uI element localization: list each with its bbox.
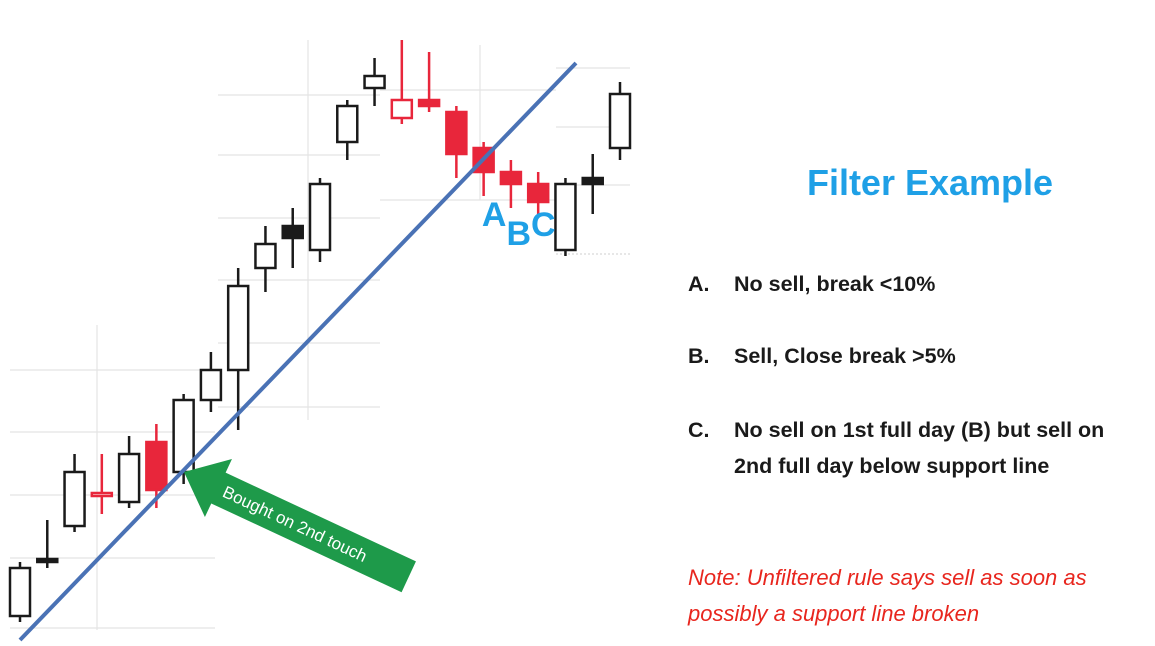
candle [90,454,114,514]
candle-body [554,182,577,252]
candle-body [363,74,386,90]
rule-letter: C. [688,418,710,442]
arrow-shape [184,459,416,593]
candle [117,436,141,508]
candle-body [36,557,59,564]
rule-letter: B. [688,344,710,368]
support-line-layer [18,61,578,642]
candle [554,178,577,256]
candle-body [526,182,550,204]
rule-text: No sell on 1st full day (B) but sell on … [734,418,1105,478]
candle [281,208,304,268]
candle-body [8,566,32,618]
candle-body [281,224,304,240]
annotation-arrow-layer: Bought on 2nd touch [184,459,416,593]
note-text: Note: Unfiltered rule says sell as soon … [688,565,1087,626]
candle-body [308,182,332,252]
candle [226,268,250,430]
candle-body [226,284,250,372]
annotation-arrow: Bought on 2nd touch [184,459,416,593]
candle-body [145,440,168,492]
candle [363,58,386,106]
candle [199,352,223,412]
candle [608,82,632,160]
candle [254,226,277,292]
candle-body [445,110,468,156]
candle-body [63,470,86,528]
candle-body [581,176,604,186]
candle [390,40,414,124]
candle [499,160,523,208]
candles-layer [8,40,632,622]
candle [63,454,86,532]
rule-text: Sell, Close break >5% [734,344,956,368]
candle [36,520,59,568]
point-label-c: C [531,206,556,244]
candle-body [336,104,359,144]
candle-body [417,98,441,108]
candle-body [499,170,523,186]
arrow-label: Bought on 2nd touch [220,482,370,566]
candle [417,52,441,112]
candle [145,424,168,508]
panel-title: Filter Example [806,162,1054,203]
candle [581,154,604,214]
candle-body [199,368,223,402]
candle-body [90,491,114,498]
candle [8,562,32,622]
rule-item-c: C. No sell on 1st full day (B) but sell … [688,412,1148,484]
rule-text: No sell, break <10% [734,272,936,296]
candle [336,100,359,160]
rule-item-b: B. Sell, Close break >5% [688,338,1148,374]
candle [308,178,332,262]
point-label-b: B [506,215,531,253]
candle [526,172,550,214]
candle-body [390,98,414,120]
support-line [18,61,578,642]
candle-body [254,242,277,270]
candle-body [117,452,141,504]
rule-item-a: A. No sell, break <10% [688,266,1148,302]
candle-body [608,92,632,150]
candle [445,106,468,178]
point-label-a: A [482,196,507,234]
rule-letter: A. [688,272,710,296]
